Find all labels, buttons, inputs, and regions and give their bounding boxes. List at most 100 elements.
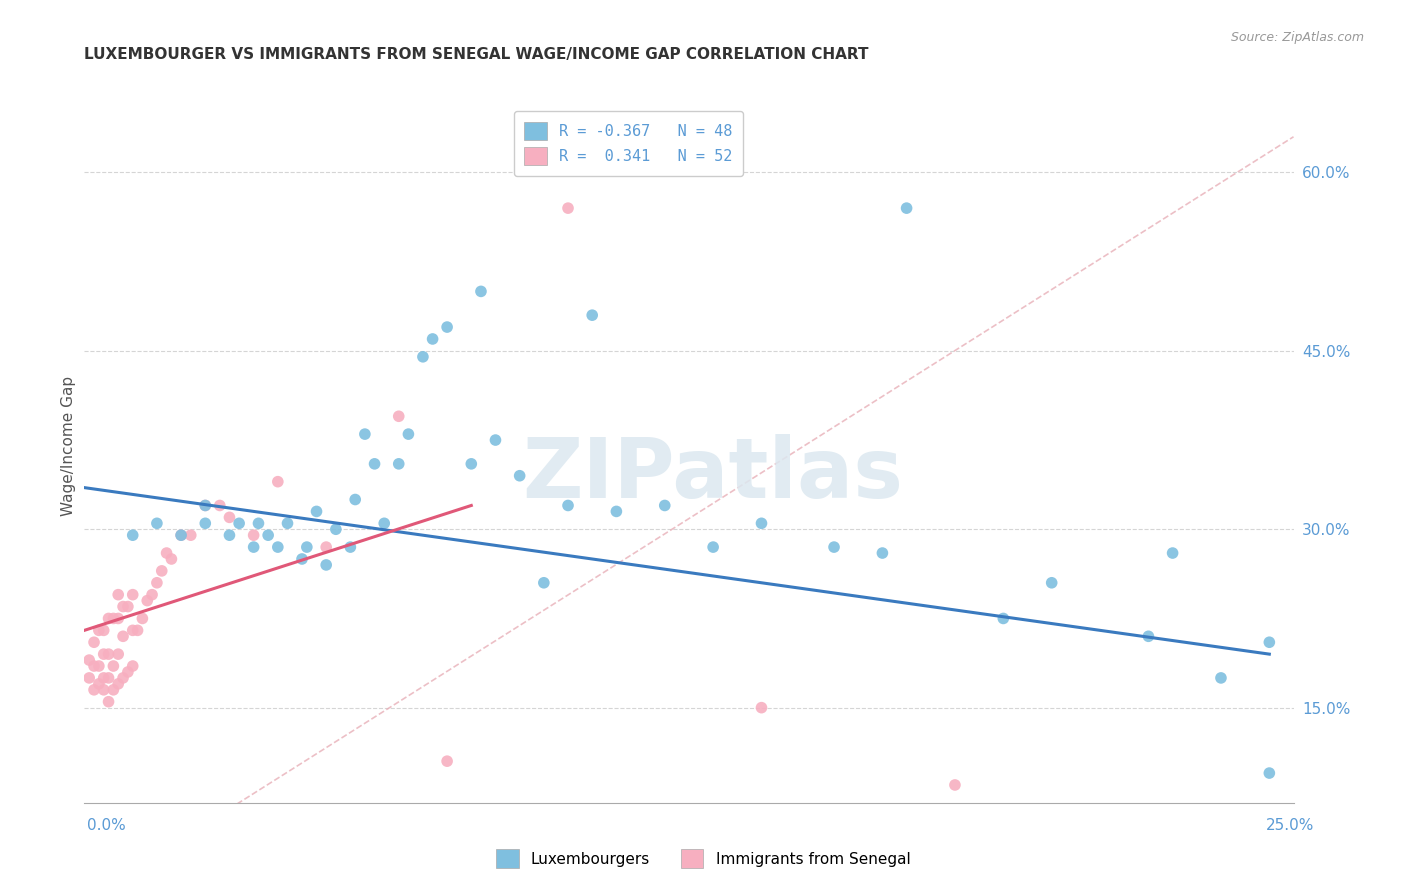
Point — [218, 510, 240, 524]
Point — [97, 611, 120, 625]
Legend: R = -0.367   N = 48, R =  0.341   N = 52: R = -0.367 N = 48, R = 0.341 N = 52 — [513, 112, 744, 176]
Point — [654, 499, 676, 513]
Point — [170, 528, 193, 542]
Point — [388, 409, 411, 424]
Point — [1137, 629, 1160, 643]
Point — [93, 682, 115, 697]
Point — [295, 540, 318, 554]
Point — [388, 457, 411, 471]
Point — [257, 528, 280, 542]
Point — [581, 308, 603, 322]
Point — [107, 677, 129, 691]
Point — [121, 659, 143, 673]
Point — [247, 516, 270, 531]
Point — [1209, 671, 1232, 685]
Point — [396, 427, 419, 442]
Point — [242, 528, 264, 542]
Point — [325, 522, 347, 536]
Point — [373, 516, 395, 531]
Point — [194, 499, 217, 513]
Point — [83, 659, 105, 673]
Point — [170, 528, 193, 542]
Point — [422, 332, 444, 346]
Point — [1258, 766, 1281, 780]
Point — [136, 593, 159, 607]
Point — [470, 285, 492, 299]
Point — [194, 516, 217, 531]
Point — [146, 575, 169, 590]
Point — [97, 647, 120, 661]
Text: LUXEMBOURGER VS IMMIGRANTS FROM SENEGAL WAGE/INCOME GAP CORRELATION CHART: LUXEMBOURGER VS IMMIGRANTS FROM SENEGAL … — [84, 47, 869, 62]
Point — [112, 599, 135, 614]
Point — [121, 624, 143, 638]
Point — [344, 492, 367, 507]
Point — [242, 540, 264, 554]
Point — [412, 350, 434, 364]
Point — [146, 516, 169, 531]
Point — [107, 647, 129, 661]
Text: Source: ZipAtlas.com: Source: ZipAtlas.com — [1230, 31, 1364, 45]
Point — [103, 611, 125, 625]
Point — [117, 599, 139, 614]
Point — [533, 575, 555, 590]
Point — [77, 671, 100, 685]
Point — [103, 659, 125, 673]
Point — [305, 504, 328, 518]
Point — [484, 433, 506, 447]
Point — [823, 540, 845, 554]
Text: ZIPatlas: ZIPatlas — [523, 434, 904, 515]
Point — [150, 564, 173, 578]
Legend: Luxembourgers, Immigrants from Senegal: Luxembourgers, Immigrants from Senegal — [488, 841, 918, 875]
Point — [276, 516, 298, 531]
Point — [194, 499, 217, 513]
Point — [557, 499, 579, 513]
Point — [77, 653, 100, 667]
Point — [557, 201, 579, 215]
Point — [87, 677, 110, 691]
Point — [460, 457, 482, 471]
Point — [993, 611, 1015, 625]
Point — [751, 516, 773, 531]
Point — [605, 504, 627, 518]
Point — [436, 754, 458, 768]
Point — [117, 665, 139, 679]
Point — [112, 671, 135, 685]
Point — [97, 671, 120, 685]
Point — [141, 588, 163, 602]
Y-axis label: Wage/Income Gap: Wage/Income Gap — [60, 376, 76, 516]
Point — [103, 682, 125, 697]
Point — [93, 671, 115, 685]
Point — [218, 528, 240, 542]
Text: 25.0%: 25.0% — [1267, 818, 1315, 832]
Point — [87, 659, 110, 673]
Point — [509, 468, 531, 483]
Point — [83, 682, 105, 697]
Point — [267, 475, 290, 489]
Point — [107, 588, 129, 602]
Point — [702, 540, 724, 554]
Point — [1040, 575, 1063, 590]
Text: 0.0%: 0.0% — [87, 818, 127, 832]
Point — [127, 624, 149, 638]
Point — [1161, 546, 1184, 560]
Point — [872, 546, 894, 560]
Point — [97, 695, 120, 709]
Point — [315, 558, 337, 572]
Point — [131, 611, 153, 625]
Point — [121, 528, 143, 542]
Point — [93, 624, 115, 638]
Point — [315, 540, 337, 554]
Point — [436, 320, 458, 334]
Point — [1258, 635, 1281, 649]
Point — [354, 427, 377, 442]
Point — [208, 499, 231, 513]
Point — [267, 540, 290, 554]
Point — [93, 647, 115, 661]
Point — [291, 552, 314, 566]
Point — [943, 778, 966, 792]
Point — [896, 201, 918, 215]
Point — [87, 624, 110, 638]
Point — [112, 629, 135, 643]
Point — [363, 457, 385, 471]
Point — [107, 611, 129, 625]
